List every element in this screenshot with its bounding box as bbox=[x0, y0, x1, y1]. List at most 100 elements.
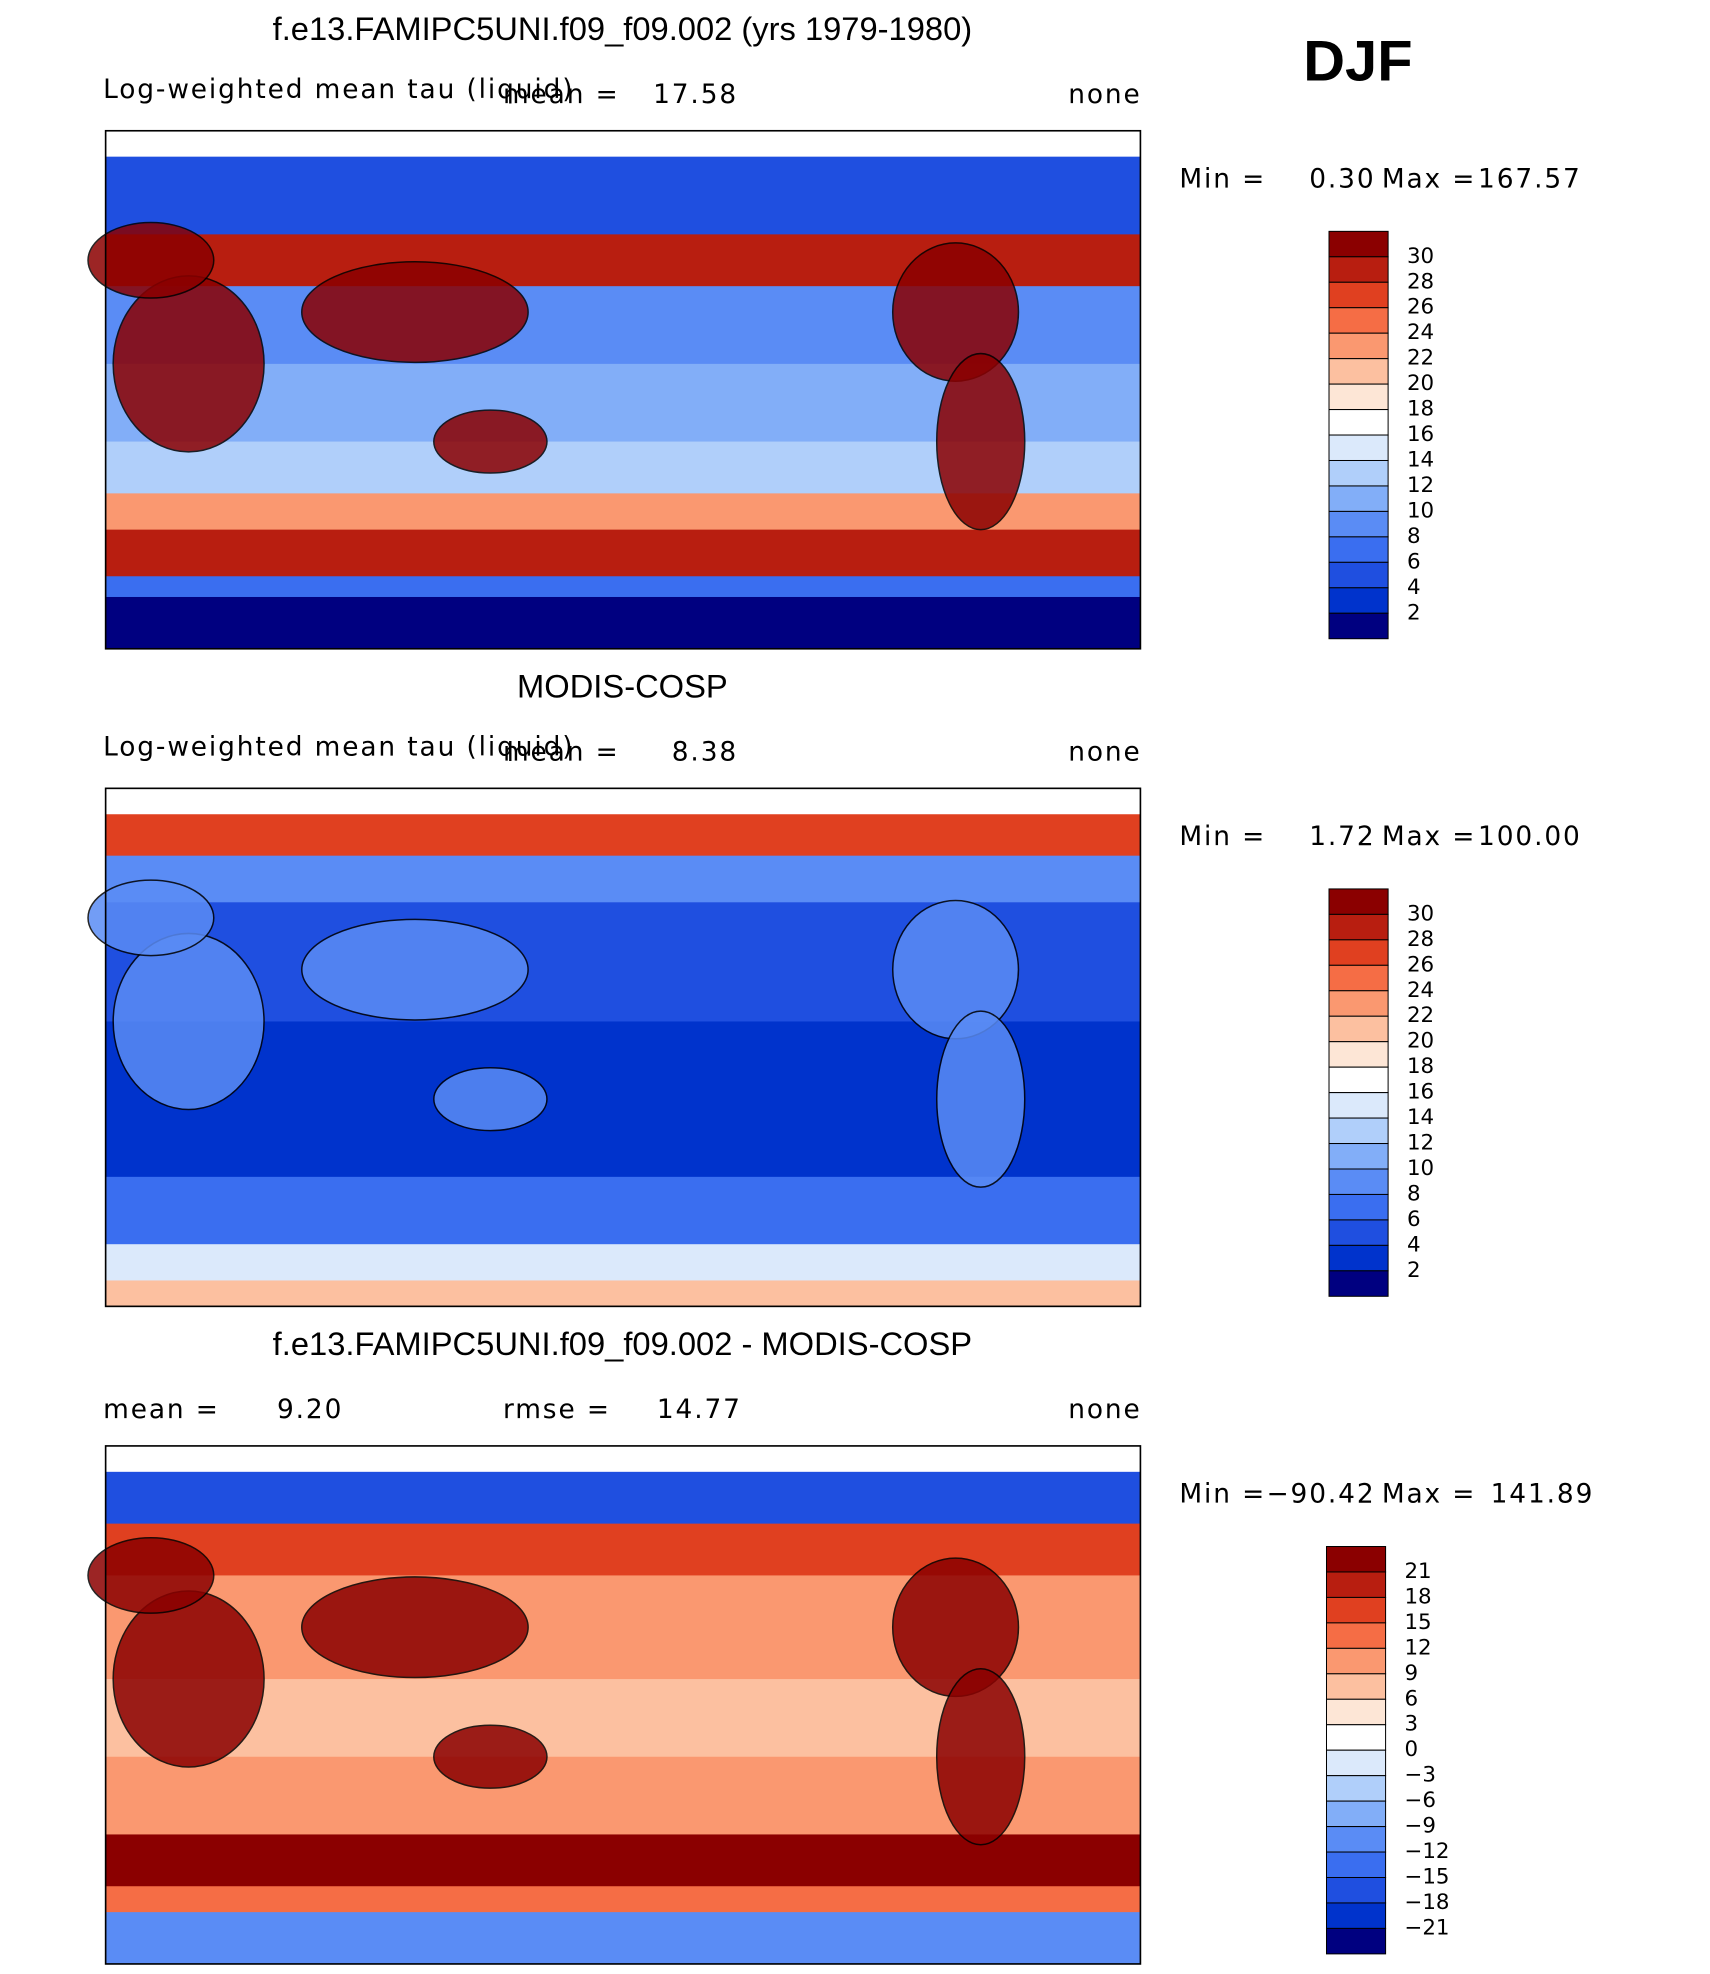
colorbar-box bbox=[1328, 307, 1389, 334]
colorbar-label: 10 bbox=[1407, 498, 1434, 523]
min-label: Min = bbox=[1179, 1478, 1266, 1509]
map-band bbox=[105, 529, 1141, 577]
colorbar-box bbox=[1328, 1168, 1389, 1195]
land bbox=[112, 1590, 265, 1768]
min-label: Min = bbox=[1179, 163, 1266, 194]
max-value: 167.57 bbox=[1478, 163, 1582, 194]
colorbar-box bbox=[1328, 1143, 1389, 1170]
map-band bbox=[105, 814, 1141, 857]
colorbar-label: 16 bbox=[1407, 422, 1434, 447]
colorbar-box bbox=[1325, 1724, 1387, 1751]
colorbar-label: 30 bbox=[1407, 901, 1434, 926]
min-value: −90.42 bbox=[1267, 1478, 1376, 1509]
colorbar-box bbox=[1328, 1219, 1389, 1246]
land bbox=[891, 899, 1020, 1040]
colorbar-box bbox=[1325, 1622, 1387, 1649]
map-band bbox=[105, 1176, 1141, 1245]
land bbox=[433, 409, 548, 474]
map-band bbox=[105, 596, 1141, 650]
colorbar-box bbox=[1325, 1800, 1387, 1828]
panel-title: f.e13.FAMIPC5UNI.f09_f09.002 - MODIS-COS… bbox=[273, 1325, 972, 1362]
map-band bbox=[105, 130, 1141, 158]
colorbar-label: −12 bbox=[1404, 1839, 1449, 1864]
colorbar-box bbox=[1328, 409, 1389, 436]
colorbar-label: 28 bbox=[1407, 927, 1434, 952]
colorbar-label: 15 bbox=[1404, 1610, 1431, 1635]
colorbar-label: 8 bbox=[1407, 1181, 1421, 1206]
map-band bbox=[105, 1244, 1141, 1282]
map-band bbox=[105, 788, 1141, 815]
land bbox=[433, 1724, 548, 1789]
land bbox=[301, 261, 529, 364]
colorbar-box bbox=[1328, 561, 1389, 589]
colorbar-label: 6 bbox=[1407, 549, 1421, 574]
colorbar-box bbox=[1328, 256, 1389, 283]
colorbar-label: 6 bbox=[1407, 1207, 1421, 1232]
min-label: Min = bbox=[1179, 821, 1266, 852]
colorbar-box bbox=[1328, 281, 1389, 309]
colorbar-box bbox=[1325, 1749, 1387, 1777]
colorbar-box bbox=[1328, 485, 1389, 512]
stat-value: 8.38 bbox=[672, 737, 738, 768]
colorbar-label: 14 bbox=[1407, 1105, 1434, 1130]
colorbar-label: 12 bbox=[1407, 1131, 1434, 1156]
colorbar-box bbox=[1325, 1698, 1387, 1726]
colorbar-box bbox=[1328, 358, 1389, 385]
colorbar-box bbox=[1325, 1546, 1387, 1573]
colorbar-label: −6 bbox=[1404, 1788, 1436, 1813]
land bbox=[891, 242, 1020, 382]
colorbar-label: −15 bbox=[1404, 1865, 1449, 1890]
colorbar-label: 4 bbox=[1407, 575, 1421, 600]
colorbar-box bbox=[1328, 964, 1389, 992]
map bbox=[87, 1445, 1141, 1965]
colorbar-label: 2 bbox=[1407, 600, 1421, 625]
colorbar-label: 26 bbox=[1407, 952, 1434, 977]
stat-label: mean = bbox=[503, 79, 620, 110]
colorbar-label: 22 bbox=[1407, 1003, 1434, 1028]
variable-label: Log-weighted mean tau (liquid) bbox=[103, 74, 574, 105]
colorbar-box bbox=[1328, 1066, 1389, 1094]
colorbar-label: 20 bbox=[1407, 1029, 1434, 1054]
map-band bbox=[105, 1912, 1141, 1965]
colorbar-box bbox=[1328, 1193, 1389, 1221]
max-label: Max = bbox=[1382, 163, 1477, 194]
map-frame bbox=[104, 787, 1142, 1308]
colorbar-label: −21 bbox=[1404, 1915, 1449, 1940]
land bbox=[935, 1667, 1026, 1846]
colorbar-label: 9 bbox=[1404, 1661, 1418, 1686]
colorbar-box bbox=[1325, 1647, 1387, 1675]
colorbar-label: 24 bbox=[1407, 978, 1434, 1003]
panel-title: MODIS-COSP bbox=[517, 668, 728, 705]
map-band bbox=[105, 1834, 1141, 1887]
colorbar-label: 30 bbox=[1407, 244, 1434, 269]
colorbar-box bbox=[1325, 1826, 1387, 1853]
colorbar-box bbox=[1325, 1902, 1387, 1929]
colorbar-label: −18 bbox=[1404, 1890, 1449, 1915]
colorbar-label: 8 bbox=[1407, 524, 1421, 549]
colorbar-box bbox=[1325, 1927, 1387, 1955]
colorbar-box bbox=[1328, 612, 1389, 640]
panel-title: f.e13.FAMIPC5UNI.f09_f09.002 (yrs 1979-1… bbox=[273, 10, 973, 47]
max-value: 141.89 bbox=[1491, 1478, 1595, 1509]
colorbar-box bbox=[1328, 1244, 1389, 1272]
land bbox=[112, 932, 265, 1111]
colorbar-box bbox=[1328, 913, 1389, 941]
colorbar-label: 3 bbox=[1404, 1712, 1418, 1737]
colorbar-label: 0 bbox=[1404, 1737, 1418, 1762]
colorbar-box bbox=[1325, 1596, 1387, 1624]
min-value: 1.72 bbox=[1309, 821, 1375, 852]
map-band bbox=[105, 576, 1141, 598]
max-label: Max = bbox=[1382, 821, 1477, 852]
land bbox=[433, 1066, 548, 1132]
land bbox=[87, 879, 215, 957]
land bbox=[112, 275, 265, 453]
min-value: 0.30 bbox=[1309, 163, 1375, 194]
colorbar-label: 22 bbox=[1407, 346, 1434, 371]
map-band bbox=[105, 1886, 1141, 1913]
colorbar-box bbox=[1328, 230, 1389, 258]
map-band bbox=[105, 156, 1141, 235]
colorbar-box bbox=[1328, 1117, 1389, 1145]
colorbar-label: 18 bbox=[1407, 1054, 1434, 1079]
variable-label: Log-weighted mean tau (liquid) bbox=[103, 732, 574, 763]
